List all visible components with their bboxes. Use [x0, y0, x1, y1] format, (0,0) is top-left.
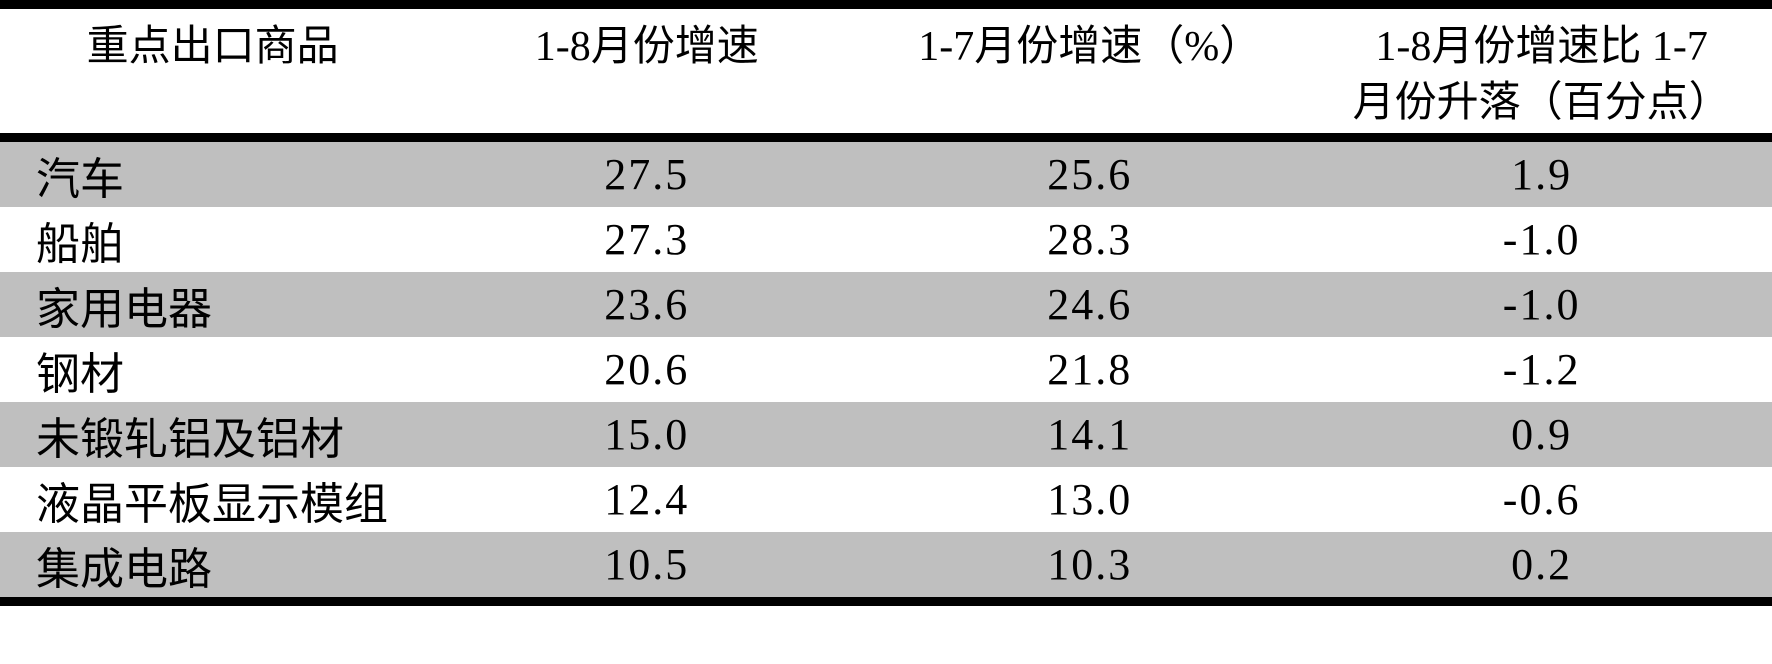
growth-1-8-value: 15.0 [604, 410, 690, 459]
growth-1-8-value: 10.5 [604, 540, 690, 589]
growth-1-7-value: 24.6 [1047, 280, 1133, 329]
change-value: 0.9 [1511, 410, 1573, 459]
commodity-name: 船舶 [36, 219, 124, 269]
col-header-change-line1: 1-8月份增速比 1-7 [1375, 24, 1708, 70]
change-value: 1.9 [1511, 150, 1573, 199]
growth-1-7-value: 25.6 [1047, 150, 1133, 199]
col-header-change: 1-8月份增速比 1-7 月份升落（百分点） [1311, 4, 1772, 142]
commodity-name: 汽车 [36, 154, 124, 204]
growth-1-8-value: 27.5 [604, 150, 690, 199]
table-row-lv: 未锻轧铝及铝材 15.0 14.1 0.9 [0, 402, 1772, 467]
growth-1-8-value: 20.6 [604, 345, 690, 394]
commodity-name: 液晶平板显示模组 [36, 479, 388, 529]
growth-1-8-value: 23.6 [604, 280, 690, 329]
col-header-commodity: 重点出口商品 [0, 4, 426, 142]
commodity-name: 钢材 [36, 349, 124, 399]
change-value: -1.0 [1502, 280, 1581, 329]
commodity-name: 未锻轧铝及铝材 [36, 414, 344, 464]
table-row-yejing: 液晶平板显示模组 12.4 13.0 -0.6 [0, 467, 1772, 532]
growth-1-8-value: 27.3 [604, 215, 690, 264]
table-row-qiche: 汽车 27.5 25.6 1.9 [0, 137, 1772, 207]
growth-1-8-value: 12.4 [604, 475, 690, 524]
table-row-jiayongdianqi: 家用电器 23.6 24.6 -1.0 [0, 272, 1772, 337]
header-row: 重点出口商品 1-8月份增速 1-7月份增速（%） 1-8月份增速比 1-7 月份… [0, 4, 1772, 142]
growth-1-7-value: 14.1 [1047, 410, 1133, 459]
table-row-gangcai: 钢材 20.6 21.8 -1.2 [0, 337, 1772, 402]
commodity-name: 家用电器 [36, 284, 212, 334]
change-value: 0.2 [1511, 540, 1573, 589]
growth-1-7-value: 13.0 [1047, 475, 1133, 524]
change-value: -1.2 [1502, 345, 1581, 394]
change-value: -1.0 [1502, 215, 1581, 264]
change-value: -0.6 [1502, 475, 1581, 524]
export-commodities-table: 重点出口商品 1-8月份增速 1-7月份增速（%） 1-8月份增速比 1-7 月份… [0, 0, 1772, 606]
table-row-jichengdianlu: 集成电路 10.5 10.3 0.2 [0, 532, 1772, 602]
growth-1-7-value: 28.3 [1047, 215, 1133, 264]
table-row-chuanbo: 船舶 27.3 28.3 -1.0 [0, 207, 1772, 272]
col-header-growth-1-8: 1-8月份增速 [425, 4, 869, 142]
col-header-growth-1-7: 1-7月份增速（%） [868, 4, 1312, 142]
growth-1-7-value: 10.3 [1047, 540, 1133, 589]
growth-1-7-value: 21.8 [1047, 345, 1133, 394]
commodity-name: 集成电路 [36, 544, 212, 594]
col-header-change-line2: 月份升落（百分点） [1352, 80, 1731, 126]
